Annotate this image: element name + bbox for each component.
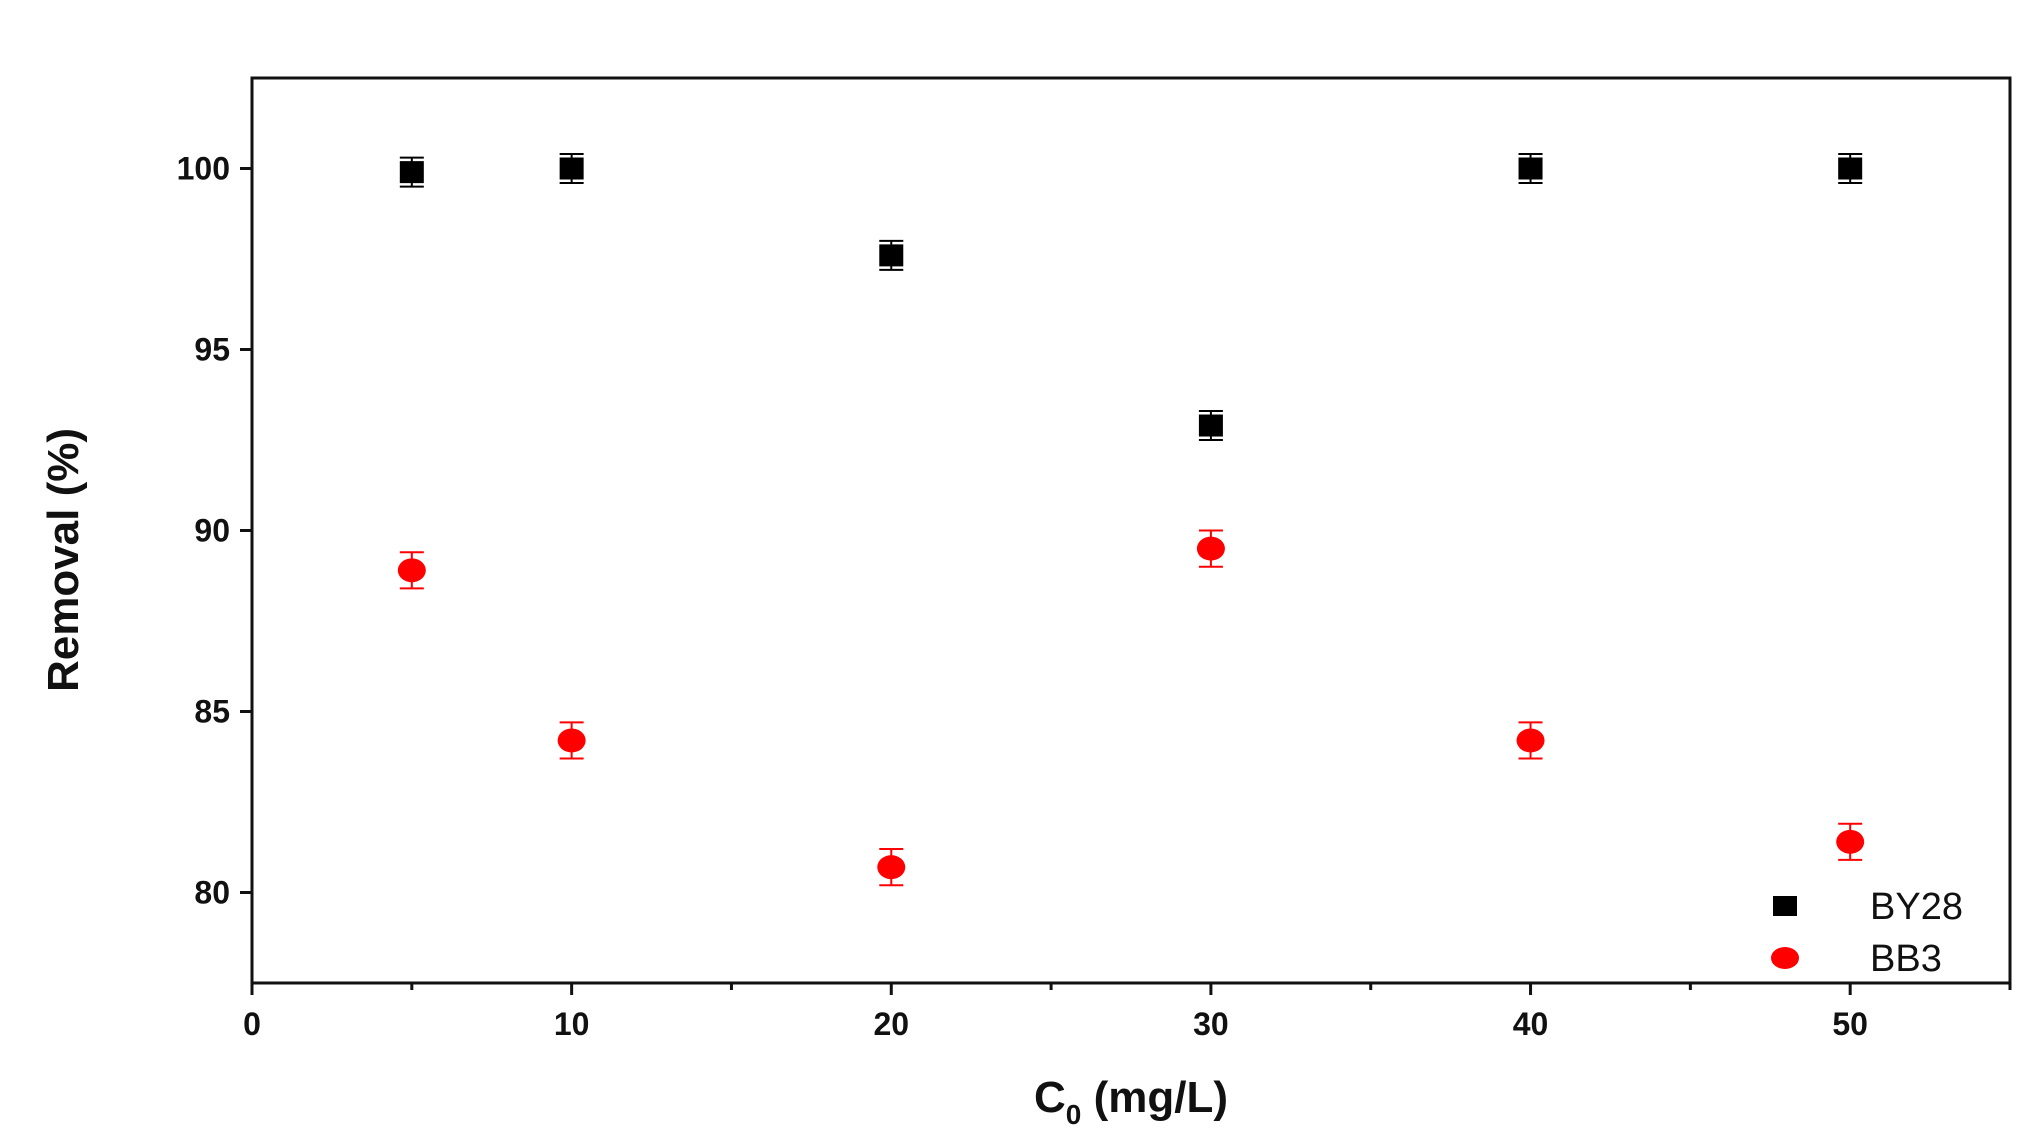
data-point	[399, 161, 424, 184]
y-axis-title: Removal (%)	[39, 428, 88, 692]
x-axis-title-subscript: 0	[1066, 1099, 1082, 1130]
x-axis: 0 10 20 30 40 50	[243, 983, 2012, 1042]
x-tick-label: 30	[1193, 1006, 1229, 1042]
x-axis-title: C0 (mg/L)	[1034, 1073, 1228, 1130]
data-point	[877, 855, 906, 880]
legend-label: BY28	[1870, 886, 1963, 928]
y-tick-label: 100	[177, 151, 230, 187]
data-point	[1198, 414, 1223, 437]
x-axis-title-main: C	[1034, 1073, 1066, 1122]
y-tick-label: 95	[194, 332, 230, 368]
x-tick-label: 20	[873, 1006, 909, 1042]
legend: BY28 BB3	[1771, 886, 1963, 980]
y-tick-label: 80	[194, 875, 230, 911]
legend-item: BY28	[1773, 886, 1963, 928]
x-tick-label: 0	[243, 1006, 261, 1042]
data-point	[879, 244, 904, 267]
data-point	[1836, 829, 1865, 854]
y-axis: 80 85 90 95 100	[177, 151, 252, 911]
legend-marker-circle	[1771, 947, 1799, 969]
data-point	[559, 157, 584, 180]
legend-marker-square	[1773, 896, 1797, 916]
x-tick-label: 50	[1832, 1006, 1868, 1042]
series-by28	[399, 153, 1863, 441]
x-tick-label: 10	[554, 1006, 590, 1042]
data-point	[397, 558, 426, 583]
data-point	[1518, 157, 1543, 180]
y-tick-label: 90	[194, 513, 230, 549]
data-point	[1196, 536, 1225, 561]
x-axis-title-rest: (mg/L)	[1081, 1073, 1228, 1122]
y-tick-label: 85	[194, 694, 230, 730]
legend-label: BB3	[1870, 938, 1942, 980]
data-point	[1838, 157, 1863, 180]
series-bb3	[397, 529, 1865, 887]
plot-frame	[250, 76, 2012, 985]
legend-item: BB3	[1771, 938, 1942, 980]
data-series	[397, 153, 1865, 887]
data-point	[557, 728, 586, 753]
x-tick-label: 40	[1513, 1006, 1549, 1042]
data-point	[1516, 728, 1545, 753]
